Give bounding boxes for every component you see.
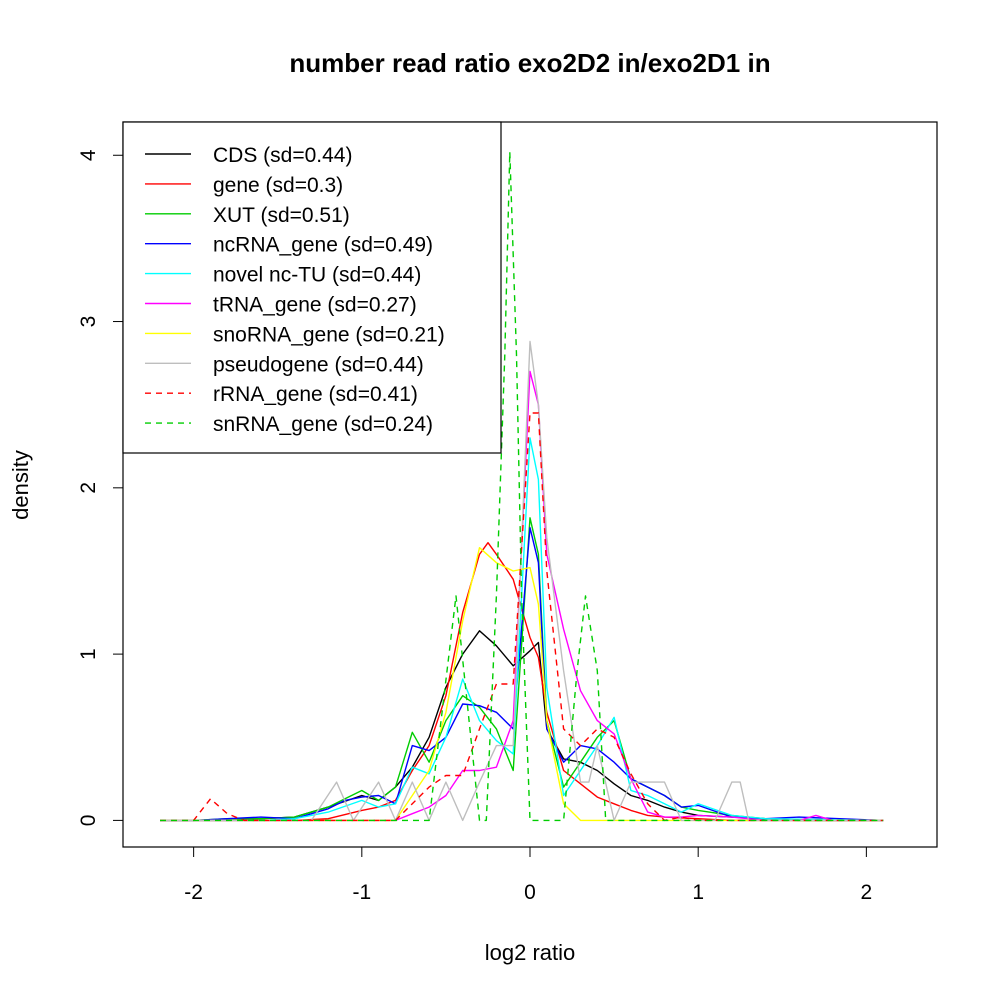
legend-label: tRNA_gene (sd=0.27) bbox=[213, 294, 417, 317]
x-axis: -2 -1 0 1 2 bbox=[184, 846, 873, 904]
y-axis-label: density bbox=[8, 450, 33, 520]
legend-label: snoRNA_gene (sd=0.21) bbox=[213, 323, 445, 346]
x-tick-label: 2 bbox=[861, 881, 873, 904]
x-tick-label: 1 bbox=[692, 881, 704, 904]
legend-label: CDS (sd=0.44) bbox=[213, 144, 352, 167]
x-axis-label: log2 ratio bbox=[485, 940, 576, 965]
legend: CDS (sd=0.44) gene (sd=0.3) XUT (sd=0.51) n… bbox=[122, 121, 502, 454]
y-tick-label: 1 bbox=[77, 648, 100, 660]
legend-label: pseudogene (sd=0.44) bbox=[213, 353, 424, 376]
series-layer bbox=[160, 151, 884, 822]
x-tick-label: -1 bbox=[352, 881, 371, 904]
legend-label: rRNA_gene (sd=0.41) bbox=[213, 383, 418, 406]
y-tick-label: 4 bbox=[77, 149, 100, 161]
series-line-rrna-gene bbox=[160, 412, 884, 822]
series-line-cds bbox=[160, 630, 884, 822]
y-tick-label: 2 bbox=[77, 482, 100, 494]
y-tick-label: 3 bbox=[77, 316, 100, 328]
y-tick-label: 0 bbox=[77, 815, 100, 827]
legend-box bbox=[122, 121, 502, 454]
legend-label: snRNA_gene (sd=0.24) bbox=[213, 413, 433, 436]
y-axis: 0 1 2 3 4 bbox=[77, 149, 124, 827]
legend-label: ncRNA_gene (sd=0.49) bbox=[213, 234, 433, 257]
legend-label: novel nc-TU (sd=0.44) bbox=[213, 264, 421, 287]
legend-label: XUT (sd=0.51) bbox=[213, 204, 350, 227]
chart-title: number read ratio exo2D2 in/exo2D1 in bbox=[289, 48, 770, 78]
plot-frame bbox=[122, 121, 938, 848]
x-tick-label: -2 bbox=[184, 881, 203, 904]
x-tick-label: 0 bbox=[524, 881, 536, 904]
legend-label: gene (sd=0.3) bbox=[213, 174, 343, 197]
series-line-snrna-gene bbox=[160, 151, 884, 822]
